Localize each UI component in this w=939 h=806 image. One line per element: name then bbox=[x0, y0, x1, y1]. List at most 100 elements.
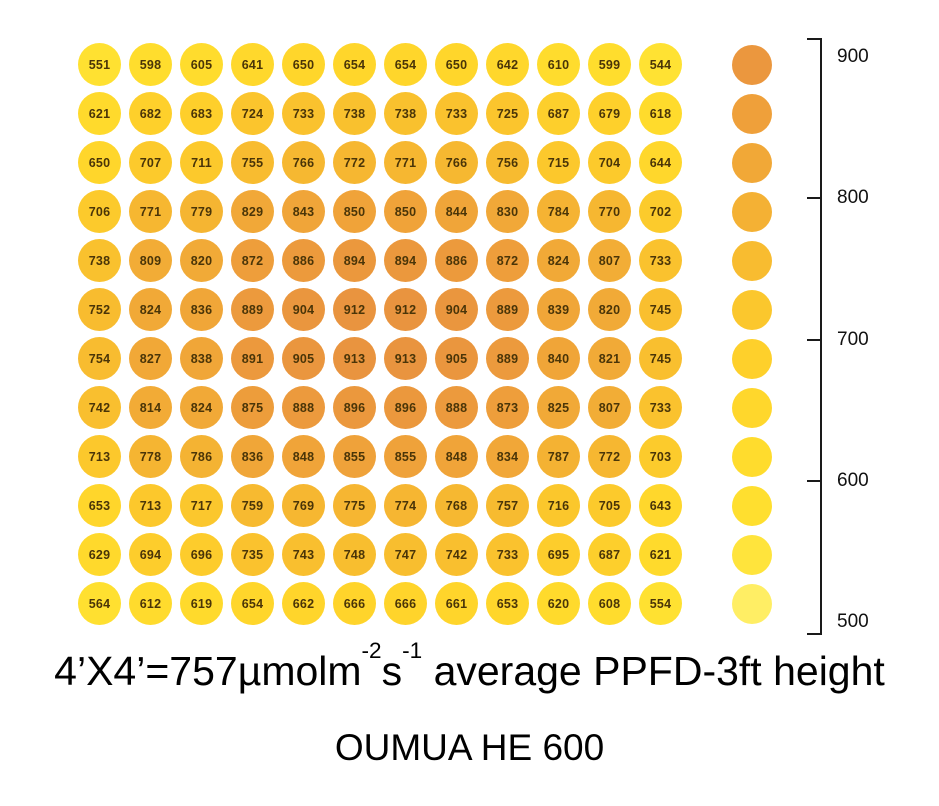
ppfd-cell: 913 bbox=[333, 337, 376, 380]
ppfd-cell: 756 bbox=[486, 141, 529, 184]
ppfd-cell: 544 bbox=[639, 43, 682, 86]
ppfd-cell: 855 bbox=[384, 435, 427, 478]
ppfd-cell: 827 bbox=[129, 337, 172, 380]
ppfd-cell: 695 bbox=[537, 533, 580, 576]
ppfd-cell: 653 bbox=[78, 484, 121, 527]
legend-slot bbox=[729, 481, 775, 530]
ppfd-cell: 717 bbox=[180, 484, 223, 527]
legend-color-dot bbox=[732, 44, 772, 85]
axis-tick bbox=[807, 479, 820, 482]
ppfd-cell: 641 bbox=[231, 43, 274, 86]
ppfd-cell: 905 bbox=[435, 337, 478, 380]
ppfd-cell: 784 bbox=[537, 190, 580, 233]
ppfd-cell: 772 bbox=[588, 435, 631, 478]
ppfd-cell: 619 bbox=[180, 582, 223, 625]
axis-bottom-cap bbox=[807, 633, 820, 635]
ppfd-cell: 564 bbox=[78, 582, 121, 625]
ppfd-cell: 683 bbox=[180, 92, 223, 135]
ppfd-cell: 653 bbox=[486, 582, 529, 625]
ppfd-cell: 830 bbox=[486, 190, 529, 233]
ppfd-cell: 755 bbox=[231, 141, 274, 184]
ppfd-cell: 848 bbox=[282, 435, 325, 478]
ppfd-cell: 889 bbox=[486, 288, 529, 331]
legend-slot bbox=[729, 432, 775, 481]
legend-color-dot bbox=[732, 338, 772, 379]
ppfd-cell: 873 bbox=[486, 386, 529, 429]
ppfd-cell: 894 bbox=[333, 239, 376, 282]
legend-color-dot bbox=[732, 436, 772, 477]
ppfd-cell: 661 bbox=[435, 582, 478, 625]
ppfd-cell: 824 bbox=[129, 288, 172, 331]
ppfd-cell: 834 bbox=[486, 435, 529, 478]
ppfd-cell: 704 bbox=[588, 141, 631, 184]
ppfd-cell: 807 bbox=[588, 239, 631, 282]
caption-text: s bbox=[381, 648, 403, 694]
ppfd-cell: 705 bbox=[588, 484, 631, 527]
ppfd-cell: 904 bbox=[282, 288, 325, 331]
legend-color-dot bbox=[732, 191, 772, 232]
ppfd-cell: 872 bbox=[231, 239, 274, 282]
legend-color-dot bbox=[732, 142, 772, 183]
ppfd-cell: 702 bbox=[639, 190, 682, 233]
ppfd-cell: 610 bbox=[537, 43, 580, 86]
legend-slot bbox=[729, 334, 775, 383]
ppfd-cell: 855 bbox=[333, 435, 376, 478]
ppfd-cell: 696 bbox=[180, 533, 223, 576]
value-axis: 900 800 700 600 500 bbox=[807, 38, 930, 635]
axis-tick bbox=[807, 197, 820, 200]
ppfd-grid: 551 598 605 641 650 654 654 650 642 610 599 544 621 6… bbox=[74, 40, 686, 628]
ppfd-cell: 605 bbox=[180, 43, 223, 86]
ppfd-cell: 738 bbox=[384, 92, 427, 135]
ppfd-cell: 850 bbox=[384, 190, 427, 233]
ppfd-cell: 809 bbox=[129, 239, 172, 282]
ppfd-cell: 807 bbox=[588, 386, 631, 429]
ppfd-cell: 733 bbox=[435, 92, 478, 135]
ppfd-cell: 713 bbox=[129, 484, 172, 527]
ppfd-cell: 838 bbox=[180, 337, 223, 380]
ppfd-cell: 551 bbox=[78, 43, 121, 86]
ppfd-cell: 848 bbox=[435, 435, 478, 478]
legend-color-dot bbox=[732, 240, 772, 281]
ppfd-cell: 775 bbox=[333, 484, 376, 527]
ppfd-cell: 554 bbox=[639, 582, 682, 625]
caption-superscript: -1 bbox=[402, 637, 423, 663]
ppfd-cell: 757 bbox=[486, 484, 529, 527]
ppfd-cell: 733 bbox=[486, 533, 529, 576]
ppfd-cell: 889 bbox=[231, 288, 274, 331]
ppfd-cell: 840 bbox=[537, 337, 580, 380]
ppfd-cell: 713 bbox=[78, 435, 121, 478]
ppfd-cell: 724 bbox=[231, 92, 274, 135]
ppfd-cell: 745 bbox=[639, 337, 682, 380]
ppfd-cell: 679 bbox=[588, 92, 631, 135]
legend-color-dot bbox=[732, 387, 772, 428]
axis-line bbox=[820, 38, 822, 635]
ppfd-cell: 779 bbox=[180, 190, 223, 233]
legend-slot bbox=[729, 187, 775, 236]
ppfd-cell: 820 bbox=[180, 239, 223, 282]
ppfd-cell: 662 bbox=[282, 582, 325, 625]
ppfd-cell: 844 bbox=[435, 190, 478, 233]
ppfd-cell: 608 bbox=[588, 582, 631, 625]
ppfd-cell: 654 bbox=[384, 43, 427, 86]
ppfd-cell: 886 bbox=[282, 239, 325, 282]
axis-tick-label: 500 bbox=[837, 611, 869, 632]
ppfd-cell: 654 bbox=[231, 582, 274, 625]
axis-top-cap bbox=[807, 38, 820, 40]
ppfd-cell: 894 bbox=[384, 239, 427, 282]
ppfd-cell: 843 bbox=[282, 190, 325, 233]
ppfd-cell: 733 bbox=[639, 239, 682, 282]
ppfd-cell: 650 bbox=[282, 43, 325, 86]
ppfd-cell: 754 bbox=[78, 337, 121, 380]
ppfd-cell: 905 bbox=[282, 337, 325, 380]
ppfd-cell: 598 bbox=[129, 43, 172, 86]
ppfd-cell: 772 bbox=[333, 141, 376, 184]
ppfd-cell: 654 bbox=[333, 43, 376, 86]
ppfd-cell: 716 bbox=[537, 484, 580, 527]
ppfd-cell: 733 bbox=[639, 386, 682, 429]
ppfd-cell: 738 bbox=[333, 92, 376, 135]
ppfd-cell: 743 bbox=[282, 533, 325, 576]
ppfd-cell: 742 bbox=[435, 533, 478, 576]
ppfd-cell: 725 bbox=[486, 92, 529, 135]
ppfd-cell: 912 bbox=[333, 288, 376, 331]
